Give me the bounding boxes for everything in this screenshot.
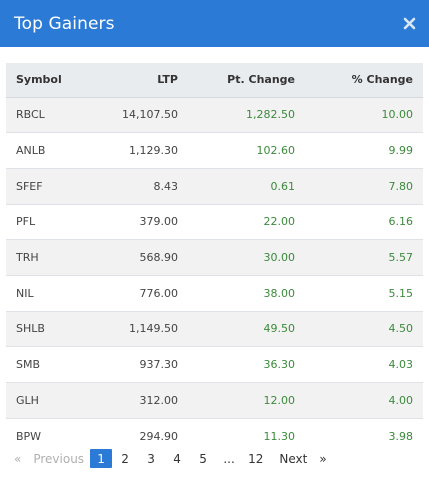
- close-icon[interactable]: [401, 16, 417, 32]
- table-row[interactable]: BPW 294.90 11.30 3.98: [6, 418, 423, 454]
- cell-pt-change: 11.30: [188, 418, 305, 454]
- cell-symbol[interactable]: ANLB: [6, 132, 96, 169]
- cell-ltp: 937.30: [96, 346, 188, 383]
- pagination-last[interactable]: »: [319, 451, 327, 466]
- cell-pct-change: 4.03: [305, 346, 423, 383]
- cell-pct-change: 7.80: [305, 168, 423, 205]
- cell-symbol[interactable]: TRH: [6, 239, 96, 276]
- pagination-first[interactable]: «: [14, 451, 22, 466]
- cell-symbol[interactable]: NIL: [6, 275, 96, 312]
- cell-pt-change: 0.61: [188, 168, 305, 205]
- pagination-page-5[interactable]: 5: [199, 451, 207, 466]
- pagination: « Previous 1 2 3 4 5 ... 12 Next »: [8, 449, 333, 468]
- gainers-table: Symbol LTP Pt. Change % Change RBCL 14,1…: [6, 63, 423, 454]
- cell-pct-change: 4.00: [305, 382, 423, 419]
- pagination-page-1[interactable]: 1: [90, 449, 113, 468]
- cell-symbol[interactable]: RBCL: [6, 97, 96, 134]
- table-row[interactable]: PFL 379.00 22.00 6.16: [6, 204, 423, 241]
- cell-pt-change: 30.00: [188, 239, 305, 276]
- pagination-next[interactable]: Next: [279, 451, 308, 466]
- cell-ltp: 1,129.30: [96, 132, 188, 169]
- table-row[interactable]: NIL 776.00 38.00 5.15: [6, 275, 423, 312]
- cell-pt-change: 1,282.50: [188, 97, 305, 134]
- column-header-symbol[interactable]: Symbol: [6, 63, 96, 98]
- cell-pt-change: 38.00: [188, 275, 305, 312]
- cell-pt-change: 102.60: [188, 132, 305, 169]
- table-row[interactable]: ANLB 1,129.30 102.60 9.99: [6, 132, 423, 169]
- pagination-page-2[interactable]: 2: [121, 451, 129, 466]
- table-header-row: Symbol LTP Pt. Change % Change: [6, 63, 423, 98]
- cell-ltp: 312.00: [96, 382, 188, 419]
- cell-symbol[interactable]: BPW: [6, 418, 96, 454]
- gainers-table-container: Symbol LTP Pt. Change % Change RBCL 14,1…: [0, 47, 429, 454]
- cell-pct-change: 6.16: [305, 204, 423, 241]
- pagination-page-3[interactable]: 3: [147, 451, 155, 466]
- cell-pct-change: 3.98: [305, 418, 423, 454]
- cell-ltp: 568.90: [96, 239, 188, 276]
- column-header-pct-change[interactable]: % Change: [305, 63, 423, 98]
- modal-title: Top Gainers: [14, 13, 115, 34]
- column-header-ltp[interactable]: LTP: [96, 63, 188, 98]
- cell-ltp: 1,149.50: [96, 311, 188, 348]
- pagination-page-12[interactable]: 12: [248, 451, 264, 466]
- table-row[interactable]: SHLB 1,149.50 49.50 4.50: [6, 311, 423, 348]
- cell-ltp: 294.90: [96, 418, 188, 454]
- table-row[interactable]: SFEF 8.43 0.61 7.80: [6, 168, 423, 205]
- cell-pct-change: 5.15: [305, 275, 423, 312]
- table-row[interactable]: SMB 937.30 36.30 4.03: [6, 346, 423, 383]
- cell-pt-change: 12.00: [188, 382, 305, 419]
- cell-pt-change: 49.50: [188, 311, 305, 348]
- column-header-pt-change[interactable]: Pt. Change: [188, 63, 305, 98]
- pagination-ellipsis: ...: [223, 451, 235, 466]
- cell-pt-change: 22.00: [188, 204, 305, 241]
- cell-ltp: 379.00: [96, 204, 188, 241]
- cell-pt-change: 36.30: [188, 346, 305, 383]
- cell-symbol[interactable]: SHLB: [6, 311, 96, 348]
- cell-symbol[interactable]: SFEF: [6, 168, 96, 205]
- cell-pct-change: 10.00: [305, 97, 423, 134]
- cell-pct-change: 4.50: [305, 311, 423, 348]
- pagination-previous[interactable]: Previous: [33, 451, 85, 466]
- cell-ltp: 8.43: [96, 168, 188, 205]
- table-row[interactable]: RBCL 14,107.50 1,282.50 10.00: [6, 97, 423, 134]
- cell-ltp: 14,107.50: [96, 97, 188, 134]
- cell-pct-change: 9.99: [305, 132, 423, 169]
- cell-ltp: 776.00: [96, 275, 188, 312]
- table-row[interactable]: GLH 312.00 12.00 4.00: [6, 382, 423, 419]
- cell-symbol[interactable]: SMB: [6, 346, 96, 383]
- cell-symbol[interactable]: GLH: [6, 382, 96, 419]
- cell-symbol[interactable]: PFL: [6, 204, 96, 241]
- pagination-page-4[interactable]: 4: [173, 451, 181, 466]
- modal-header: Top Gainers: [0, 0, 429, 47]
- cell-pct-change: 5.57: [305, 239, 423, 276]
- table-row[interactable]: TRH 568.90 30.00 5.57: [6, 239, 423, 276]
